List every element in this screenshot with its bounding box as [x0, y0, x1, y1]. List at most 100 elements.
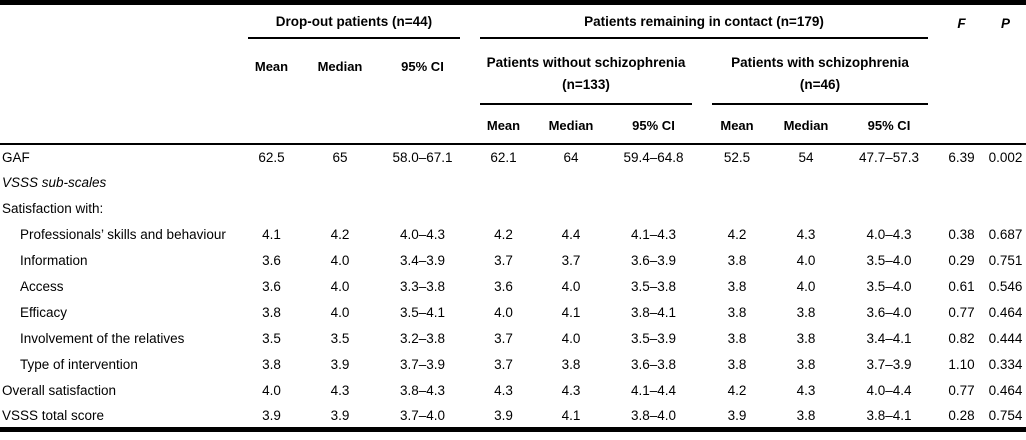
value-cell: 4.0 — [796, 253, 816, 268]
remaining-group-cell: Patients remaining in contact (n=179) — [470, 3, 938, 49]
value-cell: 3.9 — [330, 357, 350, 372]
value-cell: 3.8–4.1 — [630, 305, 677, 320]
remaining-group-header: Patients remaining in contact (n=179) — [480, 5, 928, 39]
value-cell: 0.751 — [988, 253, 1023, 268]
table-row: Access 3.6 4.0 3.3–3.8 3.6 4.0 3.5–3.8 3.8 4.0 3.… — [0, 274, 1026, 300]
table-row: Involvement of the relatives 3.5 3.5 3.2–3.… — [0, 326, 1026, 352]
value-cell: 4.0–4.3 — [399, 227, 446, 242]
subgroup-header-row: Mean Median 95% CI Patients without schi… — [0, 49, 1026, 109]
value-cell: 3.6 — [262, 279, 281, 294]
without-schizophrenia-cell: Patients without schizophrenia (n=133) — [470, 49, 702, 109]
table-row: Professionals’ skills and behaviour 4.1 4.… — [0, 222, 1026, 248]
value-cell: 62.5 — [258, 149, 285, 165]
group-header-row: Drop-out patients (n=44) Patients remain… — [0, 3, 1026, 49]
value-cell: 0.61 — [948, 279, 975, 294]
table-row: VSSS sub-scales — [0, 170, 1026, 196]
value-cell: 3.2–3.8 — [399, 331, 446, 346]
value-cell: 4.0 — [330, 253, 350, 268]
f-column-header: F — [957, 16, 966, 31]
value-cell: 3.8–4.3 — [399, 383, 446, 398]
value-cell: 3.9 — [330, 407, 350, 423]
value-cell: 3.8 — [796, 407, 816, 423]
value-cell — [537, 196, 605, 222]
value-cell: 0.464 — [988, 305, 1023, 320]
stat-header-row: Mean Median 95% CI Mean Median 95% CI — [0, 109, 1026, 144]
value-cell — [305, 170, 375, 196]
value-cell: 47.7–57.3 — [858, 149, 920, 165]
value-cell: 4.2 — [494, 227, 513, 242]
value-cell: 58.0–67.1 — [392, 149, 453, 165]
value-cell: 3.8 — [727, 357, 747, 372]
row-label: VSSS total score — [2, 407, 105, 423]
value-cell: 3.8–4.1 — [866, 407, 912, 423]
value-cell: 3.5 — [262, 331, 281, 346]
value-cell: 4.1 — [262, 227, 281, 242]
corner-cell — [0, 3, 238, 144]
with-schizophrenia-cell: Patients with schizophrenia (n=46) — [702, 49, 938, 109]
value-cell: 4.3 — [330, 383, 350, 398]
value-cell: 3.6–3.8 — [630, 357, 677, 372]
value-cell — [305, 196, 375, 222]
table-row: GAF 62.5 65 58.0–67.1 62.1 64 59.4–64.8 52.5 54 4… — [0, 144, 1026, 170]
value-cell — [772, 196, 840, 222]
value-cell: 3.8 — [796, 305, 816, 320]
value-cell: 3.8 — [796, 357, 816, 372]
row-label: Efficacy — [20, 305, 68, 320]
without-schizophrenia-title: Patients without schizophrenia — [486, 54, 686, 70]
without-median-header: Median — [548, 118, 594, 133]
value-cell — [375, 196, 470, 222]
row-label: Professionals’ skills and behaviour — [20, 227, 226, 242]
value-cell: 4.0 — [262, 383, 281, 398]
value-cell: 4.0–4.4 — [866, 383, 912, 398]
value-cell: 4.0 — [330, 279, 350, 294]
dropout-mean-header: Mean — [254, 58, 289, 74]
value-cell: 3.7–3.9 — [866, 357, 912, 372]
value-cell: 4.3 — [796, 227, 816, 242]
dropout-ci-header: 95% CI — [401, 58, 444, 74]
value-cell: 3.7 — [494, 357, 513, 372]
value-cell: 3.8 — [727, 305, 747, 320]
value-cell: 4.2 — [330, 227, 350, 242]
value-cell: 0.29 — [948, 253, 975, 268]
value-cell: 0.334 — [988, 357, 1023, 372]
row-label: Satisfaction with: — [2, 201, 104, 216]
value-cell: 3.8 — [727, 253, 747, 268]
value-cell: 0.546 — [988, 279, 1023, 294]
value-cell: 3.8 — [262, 357, 281, 372]
value-cell — [772, 170, 840, 196]
value-cell: 0.28 — [948, 407, 975, 423]
value-cell: 3.8–4.0 — [630, 407, 677, 423]
value-cell: 3.5–3.9 — [630, 331, 677, 346]
value-cell: 4.2 — [727, 227, 747, 242]
value-cell — [605, 196, 702, 222]
value-cell — [840, 196, 938, 222]
with-ci-header: 95% CI — [867, 118, 911, 133]
value-cell: 4.2 — [727, 383, 747, 398]
value-cell: 4.1–4.3 — [630, 227, 677, 242]
value-cell — [985, 196, 1026, 222]
value-cell: 4.0 — [494, 305, 513, 320]
value-cell: 3.6 — [494, 279, 513, 294]
dropout-group-header: Drop-out patients (n=44) — [248, 5, 460, 39]
value-cell: 3.7–3.9 — [399, 357, 446, 372]
value-cell: 3.6 — [262, 253, 281, 268]
value-cell: 6.39 — [948, 149, 975, 165]
value-cell: 3.8 — [796, 331, 816, 346]
value-cell: 3.5–4.1 — [399, 305, 446, 320]
value-cell: 4.3 — [494, 383, 513, 398]
value-cell: 4.1–4.4 — [630, 383, 677, 398]
table-row: Efficacy 3.8 4.0 3.5–4.1 4.0 4.1 3.8–4.1 3.8 3.8… — [0, 300, 1026, 326]
row-label: VSSS sub-scales — [2, 175, 107, 190]
row-label: Information — [20, 253, 88, 268]
p-column-header: P — [1000, 16, 1010, 31]
value-cell: 0.444 — [988, 331, 1023, 346]
value-cell — [470, 196, 537, 222]
value-cell: 3.6–4.0 — [866, 305, 912, 320]
value-cell: 3.6–3.9 — [630, 253, 677, 268]
value-cell: 0.82 — [948, 331, 975, 346]
table-row: Overall satisfaction 4.0 4.3 3.8–4.3 4.3 4.3 4… — [0, 378, 1026, 404]
value-cell — [375, 170, 470, 196]
value-cell: 4.0 — [561, 331, 581, 346]
value-cell: 64 — [563, 149, 579, 165]
